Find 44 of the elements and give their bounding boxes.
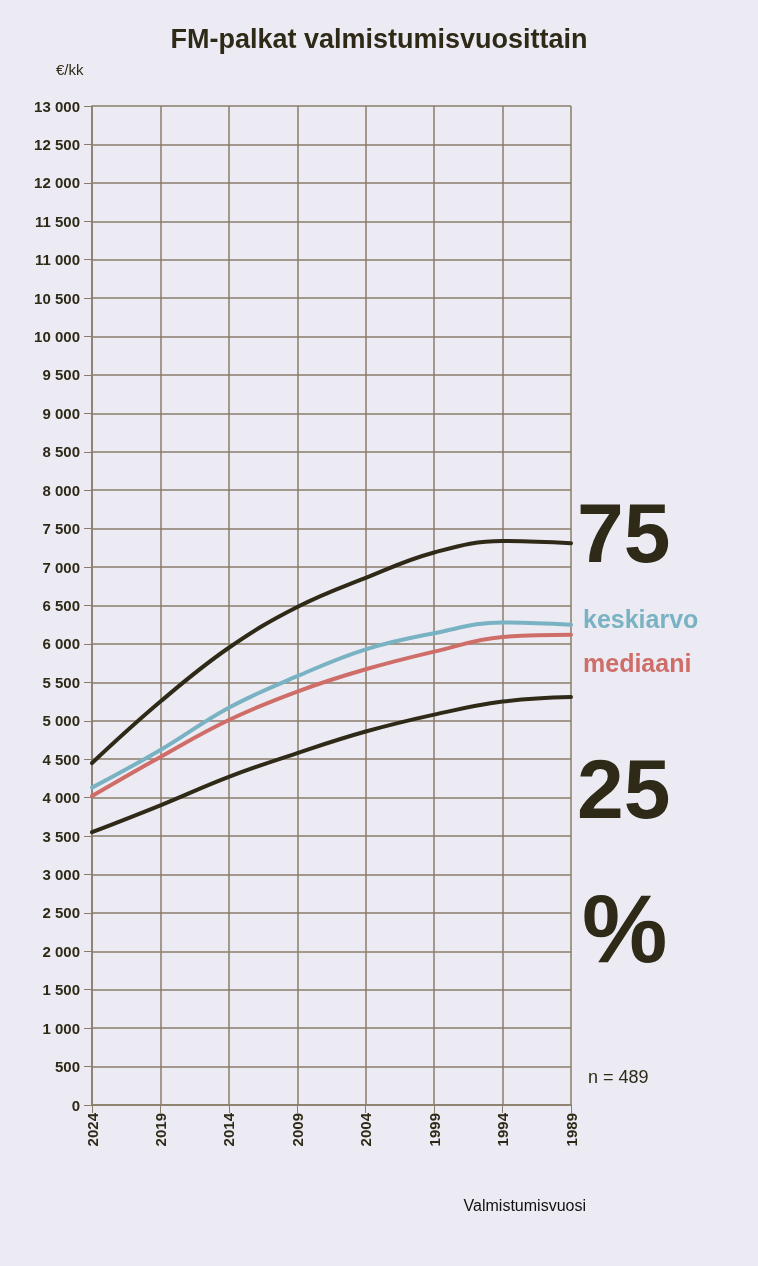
y-tick-label: 1 500	[42, 981, 80, 999]
y-tick-label: 7 000	[42, 558, 80, 576]
y-tick-label: 500	[54, 1058, 80, 1076]
y-tick-label: 10 000	[34, 328, 80, 346]
x-axis-title: Valmistumisvuosi	[463, 1196, 587, 1214]
chart-title: FM-palkat valmistumisvuosittain	[170, 23, 588, 54]
y-tick-label: 5 500	[42, 673, 80, 691]
x-tick-label: 1994	[494, 1112, 512, 1147]
y-tick-label: 3 000	[42, 865, 80, 883]
y-tick-label: 9 000	[42, 404, 80, 422]
text: %	[582, 874, 668, 982]
y-tick-label: 11 000	[34, 251, 80, 269]
y-tick-label: 7 500	[42, 520, 80, 538]
series-label: mediaani	[583, 649, 692, 678]
y-tick-label: 12 000	[34, 174, 80, 192]
y-tick-label: 6 000	[42, 635, 80, 653]
y-tick-label: 2 500	[42, 904, 80, 922]
y-tick-label: 1 000	[42, 1019, 80, 1037]
x-tick-label: 1989	[562, 1113, 580, 1147]
x-tick-label: 1999	[425, 1113, 443, 1147]
series-label: keskiarvo	[583, 605, 699, 634]
y-tick-label: 0	[71, 1096, 80, 1114]
y-tick-label: 4 500	[42, 750, 80, 768]
y-tick-label: 4 000	[42, 789, 80, 807]
y-tick-label: 10 500	[34, 289, 80, 307]
y-axis-title: €/kk	[56, 61, 85, 78]
text: n = 489	[588, 1067, 649, 1087]
y-tick-label: 8 000	[42, 481, 80, 499]
y-tick-label: 12 500	[34, 135, 80, 153]
y-tick-label: 3 500	[42, 827, 80, 845]
series-label: 25	[577, 741, 671, 836]
x-tick-label: 2024	[83, 1112, 101, 1147]
y-tick-label: 8 500	[42, 443, 80, 461]
x-tick-label: 2004	[357, 1112, 375, 1147]
y-tick-label: 13 000	[34, 97, 80, 115]
y-tick-label: 9 500	[42, 366, 80, 384]
y-tick-label: 6 500	[42, 597, 80, 614]
y-tick-label: 5 000	[42, 712, 80, 730]
y-tick-label: 11 500	[34, 212, 80, 230]
y-tick-label: 2 000	[42, 942, 80, 960]
x-tick-label: 2019	[151, 1113, 169, 1147]
series-label: 75	[577, 486, 671, 581]
x-tick-label: 2014	[220, 1112, 238, 1147]
x-tick-label: 2009	[288, 1113, 306, 1147]
